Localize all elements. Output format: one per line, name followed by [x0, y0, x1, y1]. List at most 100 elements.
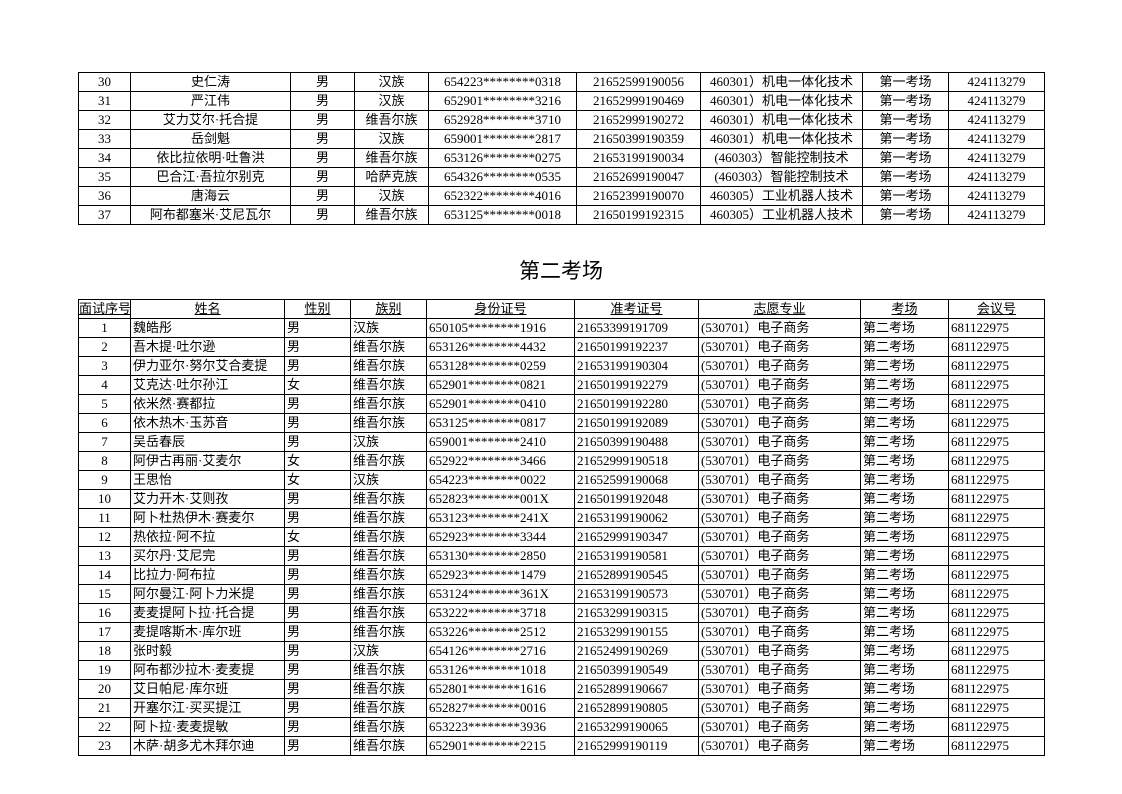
table-cell: 男 [285, 680, 351, 699]
table-cell: 653223********3936 [427, 718, 575, 737]
table-cell: 维吾尔族 [351, 528, 427, 547]
table-cell: (530701）电子商务 [699, 566, 861, 585]
table-cell: 阿伊古再丽·艾麦尔 [131, 452, 285, 471]
table-hall-2: 面试序号姓名性别族别身份证号准考证号志愿专业考场会议号 1魏皓彤男汉族65010… [78, 299, 1045, 756]
table-cell: (530701）电子商务 [699, 414, 861, 433]
table-cell: 男 [285, 718, 351, 737]
table-row: 18张时毅男汉族654126********271621652499190269… [79, 642, 1045, 661]
table-cell: 652322********4016 [429, 187, 577, 206]
table-cell: 麦麦提阿卜拉·托合提 [131, 604, 285, 623]
table-row: 33岳剑魁男汉族659001********281721650399190359… [79, 130, 1045, 149]
table-cell: 阿布都沙拉木·麦麦提 [131, 661, 285, 680]
table-cell: 659001********2410 [427, 433, 575, 452]
table-cell: (530701）电子商务 [699, 338, 861, 357]
table-cell: 32 [79, 111, 131, 130]
table-header-cell: 志愿专业 [699, 300, 861, 319]
table-cell: 艾克达·吐尔孙江 [131, 376, 285, 395]
table-cell: 第一考场 [863, 130, 949, 149]
table-cell: 第二考场 [861, 585, 949, 604]
table-cell: 第二考场 [861, 433, 949, 452]
table-cell: 652823********001X [427, 490, 575, 509]
table-cell: 21652999190347 [575, 528, 699, 547]
table-cell: 王思怡 [131, 471, 285, 490]
table-cell: 维吾尔族 [355, 149, 429, 168]
table-cell: (530701）电子商务 [699, 528, 861, 547]
table-cell: 652801********1616 [427, 680, 575, 699]
table-header-cell: 性别 [285, 300, 351, 319]
table-cell: 维吾尔族 [351, 680, 427, 699]
table-cell: 第二考场 [861, 566, 949, 585]
table-cell: (530701）电子商务 [699, 395, 861, 414]
table-cell: 阿卜拉·麦麦提敏 [131, 718, 285, 737]
table-cell: 424113279 [949, 111, 1045, 130]
table-cell: 第二考场 [861, 338, 949, 357]
table-cell: 653123********241X [427, 509, 575, 528]
table-cell: 男 [285, 585, 351, 604]
table-cell: 男 [291, 130, 355, 149]
table-cell: 652923********3344 [427, 528, 575, 547]
table-cell: (530701）电子商务 [699, 604, 861, 623]
table-cell: 21652899190545 [575, 566, 699, 585]
table-cell: (460303）智能控制技术 [701, 149, 863, 168]
table-cell: 男 [285, 490, 351, 509]
table-cell: 681122975 [949, 623, 1045, 642]
table-row: 9王思怡女汉族654223********002221652599190068(… [79, 471, 1045, 490]
table-cell: 第二考场 [861, 737, 949, 756]
table-cell: 21652499190269 [575, 642, 699, 661]
table-cell: 16 [79, 604, 131, 623]
table-cell: 681122975 [949, 547, 1045, 566]
table-cell: 维吾尔族 [351, 395, 427, 414]
table-cell: 艾力开木·艾则孜 [131, 490, 285, 509]
table-header-cell: 准考证号 [575, 300, 699, 319]
table-cell: 681122975 [949, 395, 1045, 414]
table-cell: 第二考场 [861, 414, 949, 433]
table-cell: 424113279 [949, 149, 1045, 168]
table-cell: 7 [79, 433, 131, 452]
table-cell: 第二考场 [861, 528, 949, 547]
table-row: 31严江伟男汉族652901********321621652999190469… [79, 92, 1045, 111]
table-cell: 男 [285, 642, 351, 661]
table-cell: 21650199192279 [575, 376, 699, 395]
table-cell: 女 [285, 471, 351, 490]
table-cell: 热依拉·阿不拉 [131, 528, 285, 547]
table-cell: 男 [291, 187, 355, 206]
table-cell: 维吾尔族 [351, 509, 427, 528]
table-cell: 第二考场 [861, 623, 949, 642]
table-cell: 21652999190119 [575, 737, 699, 756]
table-cell: 吴岳春辰 [131, 433, 285, 452]
table-row: 21开塞尔江·买买提江男维吾尔族652827********0016216528… [79, 699, 1045, 718]
table-cell: 第二考场 [861, 661, 949, 680]
table-cell: 阿尔曼江·阿卜力米提 [131, 585, 285, 604]
table-cell: 653128********0259 [427, 357, 575, 376]
table-cell: 652922********3466 [427, 452, 575, 471]
table-header-cell: 面试序号 [79, 300, 131, 319]
table-cell: 460305）工业机器人技术 [701, 187, 863, 206]
table-cell: 21653199190034 [577, 149, 701, 168]
table-cell: 21652999190272 [577, 111, 701, 130]
table-cell: 女 [285, 376, 351, 395]
table-cell: 维吾尔族 [351, 414, 427, 433]
table-cell: 21650199192237 [575, 338, 699, 357]
table-cell: 424113279 [949, 73, 1045, 92]
table-row: 35巴合江·吾拉尔别克男哈萨克族654326********0535216526… [79, 168, 1045, 187]
table-cell: (530701）电子商务 [699, 376, 861, 395]
table-cell: 2 [79, 338, 131, 357]
table-cell: 681122975 [949, 414, 1045, 433]
table-cell: 653124********361X [427, 585, 575, 604]
table-cell: 维吾尔族 [351, 737, 427, 756]
table-cell: 汉族 [355, 92, 429, 111]
table-row: 32艾力艾尔·托合提男维吾尔族652928********37102165299… [79, 111, 1045, 130]
table-cell: 681122975 [949, 509, 1045, 528]
table-cell: 9 [79, 471, 131, 490]
table-cell: 21653299190315 [575, 604, 699, 623]
table-cell: 652928********3710 [429, 111, 577, 130]
table-cell: 第二考场 [861, 680, 949, 699]
table-cell: 653126********0275 [429, 149, 577, 168]
table-cell: 男 [285, 395, 351, 414]
table-cell: 岳剑魁 [131, 130, 291, 149]
table-row: 8阿伊古再丽·艾麦尔女维吾尔族652922********34662165299… [79, 452, 1045, 471]
table-row: 13买尔丹·艾尼完男维吾尔族653130********285021653199… [79, 547, 1045, 566]
table-cell: 男 [291, 149, 355, 168]
table-cell: 汉族 [355, 187, 429, 206]
table-cell: 买尔丹·艾尼完 [131, 547, 285, 566]
